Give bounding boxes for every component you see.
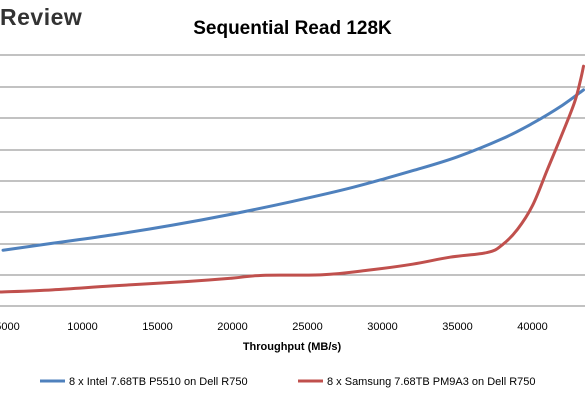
brand-logo-text: Review	[0, 4, 83, 30]
x-tick-label-15000: 15000	[142, 321, 173, 333]
x-tick-label-10000: 10000	[67, 321, 98, 333]
series-line-2	[0, 64, 585, 294]
x-tick-label-5000: 5000	[0, 321, 20, 333]
x-tick-label-35000: 35000	[442, 321, 473, 333]
legend-label-1: 8 x Intel 7.68TB P5510 on Dell R750	[69, 376, 248, 388]
legend-label-2: 8 x Samsung 7.68TB PM9A3 on Dell R750	[327, 376, 536, 388]
chart-title: Sequential Read 128K	[193, 18, 392, 39]
x-tick-label-40000: 40000	[517, 321, 548, 333]
x-tick-label-20000: 20000	[217, 321, 248, 333]
series-line-1	[1, 88, 585, 252]
x-tick-label-25000: 25000	[292, 321, 323, 333]
x-axis-title: Throughput (MB/s)	[243, 341, 342, 353]
x-tick-label-30000: 30000	[367, 321, 398, 333]
